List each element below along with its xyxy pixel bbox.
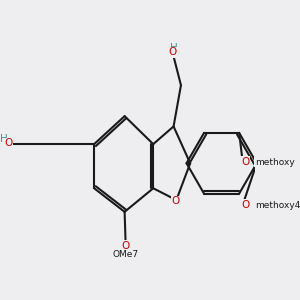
Text: O: O (169, 47, 177, 57)
Text: O: O (241, 157, 250, 167)
Text: methoxy4: methoxy4 (255, 201, 300, 210)
Text: O: O (171, 196, 179, 206)
Text: O: O (122, 241, 130, 251)
Text: O: O (4, 138, 12, 148)
Text: H: H (0, 134, 8, 144)
Text: O: O (241, 200, 250, 210)
Text: methoxy: methoxy (255, 158, 294, 167)
Text: OMe7: OMe7 (112, 250, 139, 259)
Text: H: H (170, 43, 178, 53)
